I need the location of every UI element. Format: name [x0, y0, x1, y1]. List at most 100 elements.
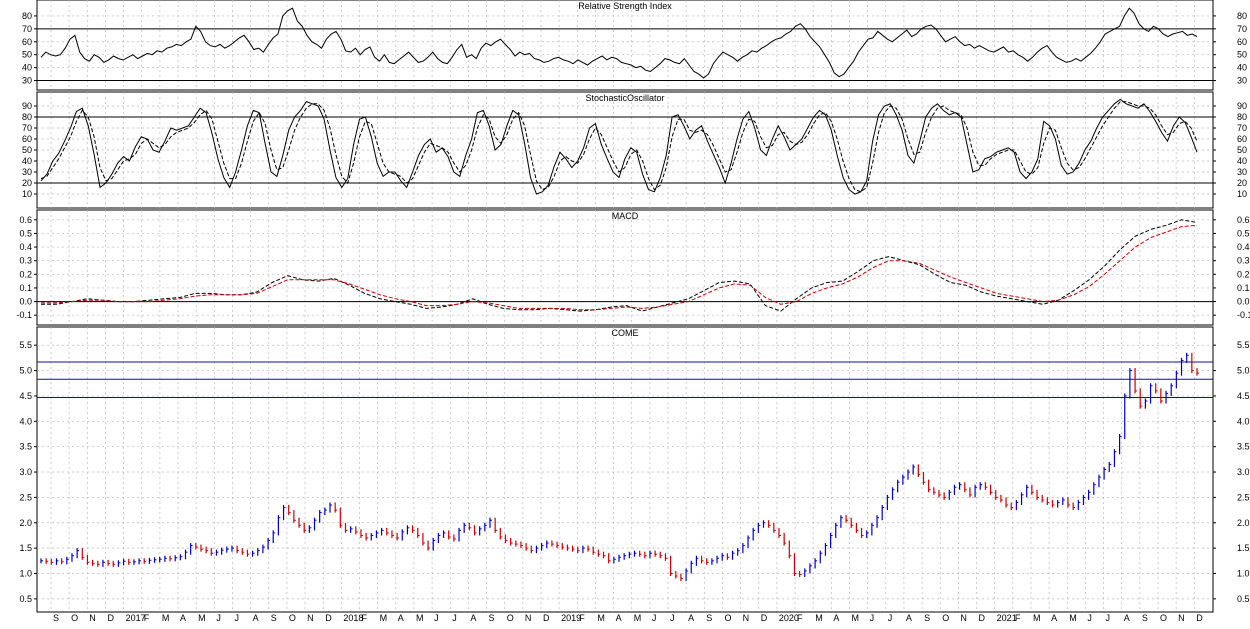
x-tick-label: D — [979, 613, 986, 623]
x-tick-label: O — [71, 613, 78, 623]
y-tick-label-left: 0.1 — [19, 283, 32, 293]
y-tick-label-right: 5.0 — [1237, 366, 1250, 376]
x-tick-label: D — [107, 613, 114, 623]
y-tick-label-left: 4.5 — [19, 391, 32, 401]
y-tick-label-right: -0.1 — [1237, 310, 1250, 320]
series-line-1 — [40, 101, 1198, 193]
y-tick-label-left: 30 — [22, 76, 32, 86]
y-tick-label-right: 0.5 — [1237, 594, 1250, 604]
x-tick-label: 2017 — [126, 613, 146, 623]
x-tick-label: A — [688, 613, 694, 623]
x-tick-label: M — [1033, 613, 1041, 623]
y-tick-label-right: 80 — [1237, 112, 1247, 122]
x-tick-label: S — [271, 613, 277, 623]
y-tick-label-left: 0.5 — [19, 594, 32, 604]
x-tick-label: F — [797, 613, 803, 623]
x-tick-label: A — [833, 613, 839, 623]
y-tick-label-left: 5.5 — [19, 340, 32, 350]
y-tick-label-right: 0.1 — [1237, 283, 1250, 293]
x-tick-label: 2021 — [997, 613, 1017, 623]
x-tick-label: J — [652, 613, 657, 623]
x-tick-label: A — [906, 613, 912, 623]
y-tick-label-right: 80 — [1237, 11, 1247, 21]
x-tick-label: D — [761, 613, 768, 623]
panel-3 — [34, 326, 1216, 613]
x-tick-label: J — [1106, 613, 1111, 623]
y-tick-label-right: 3.5 — [1237, 442, 1250, 452]
x-tick-label: N — [960, 613, 967, 623]
y-tick-label-left: -0.1 — [16, 310, 32, 320]
y-tick-label-right: 5.5 — [1237, 340, 1250, 350]
x-tick-label: A — [470, 613, 476, 623]
y-tick-label-right: 4.5 — [1237, 391, 1250, 401]
y-tick-label-right: 70 — [1237, 24, 1247, 34]
x-tick-label: S — [706, 613, 712, 623]
x-tick-label: N — [1178, 613, 1185, 623]
series-line-0 — [40, 7, 1198, 79]
x-tick-label: J — [670, 613, 675, 623]
x-tick-label: S — [53, 613, 59, 623]
y-tick-label-right: 30 — [1237, 76, 1247, 86]
x-tick-label: M — [162, 613, 170, 623]
y-tick-label-left: 4.0 — [19, 416, 32, 426]
y-tick-label-right: 0.6 — [1237, 215, 1250, 225]
y-tick-label-left: 1.0 — [19, 568, 32, 578]
x-tick-label: F — [1015, 613, 1021, 623]
panel-2 — [34, 209, 1216, 326]
y-tick-label-right: 4.0 — [1237, 416, 1250, 426]
y-tick-label-left: 0.5 — [19, 228, 32, 238]
x-tick-label: J — [234, 613, 239, 623]
y-tick-label-left: 2.5 — [19, 492, 32, 502]
y-tick-label-left: 10 — [22, 189, 32, 199]
x-tick-label: M — [380, 613, 388, 623]
y-tick-label-left: 2.0 — [19, 518, 32, 528]
x-tick-label: S — [924, 613, 930, 623]
x-tick-label: F — [579, 613, 585, 623]
y-tick-label-left: 0.6 — [19, 215, 32, 225]
y-tick-label-right: 20 — [1237, 178, 1247, 188]
x-tick-label: J — [888, 613, 893, 623]
y-tick-label-left: 20 — [22, 178, 32, 188]
x-tick-label: A — [180, 613, 186, 623]
series-line-1 — [41, 224, 1198, 311]
x-tick-label: M — [1069, 613, 1077, 623]
x-tick-label: N — [307, 613, 314, 623]
x-tick-label: J — [452, 613, 457, 623]
x-tick-label: N — [743, 613, 750, 623]
y-tick-label-left: 3.5 — [19, 442, 32, 452]
x-tick-label: A — [616, 613, 622, 623]
x-tick-label: 2019 — [561, 613, 581, 623]
y-tick-label-right: 1.0 — [1237, 568, 1250, 578]
y-tick-label-right: 0.4 — [1237, 242, 1250, 252]
y-tick-label-right: 60 — [1237, 37, 1247, 47]
x-tick-label: O — [942, 613, 949, 623]
y-tick-label-right: 3.0 — [1237, 467, 1250, 477]
y-tick-label-right: 30 — [1237, 167, 1247, 177]
y-tick-label-left: 40 — [22, 63, 32, 73]
x-tick-label: M — [851, 613, 859, 623]
y-tick-label-right: 40 — [1237, 156, 1247, 166]
x-tick-label: J — [1087, 613, 1092, 623]
y-tick-label-left: 50 — [22, 50, 32, 60]
x-tick-label: N — [525, 613, 532, 623]
panel-title: MACD — [612, 211, 639, 221]
x-tick-label: M — [815, 613, 823, 623]
x-tick-label: J — [434, 613, 439, 623]
y-tick-label-left: 50 — [22, 145, 32, 155]
y-tick-label-left: 0.0 — [19, 297, 32, 307]
y-tick-label-right: 70 — [1237, 123, 1247, 133]
y-tick-label-right: 0.0 — [1237, 297, 1250, 307]
y-tick-label-right: 60 — [1237, 134, 1247, 144]
y-tick-label-left: 1.5 — [19, 543, 32, 553]
x-tick-label: D — [1196, 613, 1203, 623]
y-tick-label-left: 0.2 — [19, 269, 32, 279]
panel-title: StochasticOscillator — [585, 93, 664, 103]
y-tick-label-right: 2.0 — [1237, 518, 1250, 528]
x-tick-label: O — [724, 613, 731, 623]
panel-0 — [34, 0, 1216, 91]
y-tick-label-right: 40 — [1237, 63, 1247, 73]
x-tick-label: A — [253, 613, 259, 623]
y-tick-label-right: 90 — [1237, 101, 1247, 111]
series-line-0 — [40, 98, 1198, 195]
